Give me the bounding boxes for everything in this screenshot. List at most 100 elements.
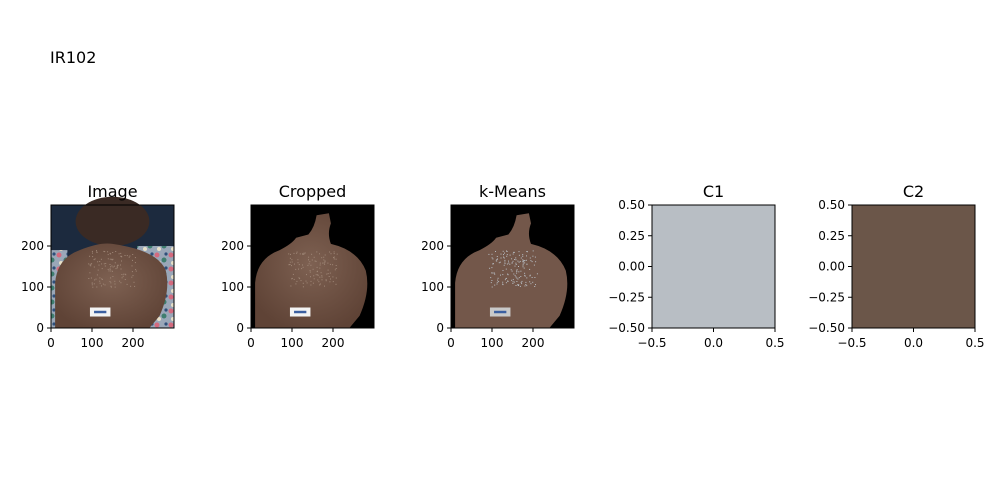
texture-speck [496, 259, 498, 260]
texture-speck [498, 262, 500, 264]
texture-speck [297, 259, 299, 261]
texture-speck [302, 286, 304, 288]
texture-speck [302, 266, 304, 268]
texture-speck [511, 270, 513, 272]
texture-speck [526, 251, 528, 253]
texture-speck [326, 273, 328, 275]
texture-speck [515, 262, 517, 264]
texture-speck [530, 260, 532, 262]
y-tick-label: 0 [236, 321, 244, 335]
texture-speck [516, 281, 518, 282]
texture-speck [89, 255, 91, 257]
texture-speck [290, 285, 292, 287]
texture-speck [502, 283, 504, 285]
texture-speck [103, 263, 105, 265]
texture-speck [516, 269, 518, 271]
texture-speck [324, 285, 325, 287]
texture-speck [513, 251, 515, 253]
y-tick-label: −0.50 [608, 321, 645, 335]
texture-speck [518, 266, 519, 267]
texture-speck [503, 254, 504, 256]
texture-speck [515, 264, 517, 265]
texture-speck [120, 282, 122, 284]
texture-speck [314, 260, 316, 262]
x-tick-label: 200 [522, 336, 545, 350]
texture-speck [330, 278, 331, 280]
y-tick-label: 200 [421, 239, 444, 253]
texture-speck [112, 266, 114, 268]
texture-speck [300, 280, 302, 282]
texture-speck [319, 264, 321, 266]
texture-speck [320, 272, 322, 274]
texture-speck [493, 272, 495, 274]
texture-speck [134, 285, 136, 287]
texture-speck [503, 264, 505, 266]
texture-speck [495, 251, 496, 252]
texture-speck [497, 279, 499, 281]
texture-speck [296, 252, 298, 254]
texture-speck [324, 261, 326, 263]
texture-speck [292, 273, 294, 275]
texture-speck [329, 263, 331, 265]
texture-speck [110, 277, 112, 279]
texture-speck [123, 273, 125, 275]
texture-speck [519, 285, 521, 287]
texture-speck [521, 280, 523, 282]
texture-speck [124, 255, 126, 256]
texture-speck [89, 264, 91, 266]
texture-speck [513, 251, 515, 253]
texture-speck [295, 268, 297, 270]
texture-speck [290, 253, 291, 255]
texture-speck [532, 281, 534, 283]
texture-speck [97, 269, 99, 271]
neck-area [75, 196, 150, 246]
texture-speck [296, 251, 298, 253]
texture-speck [96, 286, 98, 288]
texture-speck [506, 251, 508, 252]
texture-speck [499, 261, 501, 263]
texture-speck [90, 265, 92, 267]
texture-speck [124, 279, 126, 280]
y-tick-label: 0.00 [818, 260, 845, 274]
texture-speck [96, 251, 98, 253]
texture-speck [107, 251, 109, 253]
panel-title: Image [87, 182, 137, 201]
texture-speck [524, 262, 526, 264]
x-tick-label: 100 [481, 336, 504, 350]
texture-speck [522, 261, 524, 263]
texture-speck [92, 256, 94, 258]
texture-speck [491, 267, 493, 269]
texture-speck [129, 255, 131, 257]
texture-speck [505, 268, 507, 270]
texture-speck [309, 270, 311, 272]
texture-speck [109, 252, 111, 254]
texture-speck [93, 266, 95, 268]
texture-speck [96, 250, 97, 252]
texture-speck [506, 254, 508, 256]
texture-speck [110, 282, 112, 284]
texture-speck [291, 265, 292, 267]
texture-speck [302, 253, 303, 255]
texture-speck [522, 255, 524, 257]
texture-speck [492, 272, 494, 274]
texture-speck [520, 281, 522, 283]
texture-speck [323, 256, 325, 258]
texture-speck [325, 279, 327, 281]
texture-speck [134, 257, 136, 259]
texture-speck [112, 276, 114, 277]
texture-speck [321, 276, 323, 278]
texture-speck [321, 257, 323, 259]
y-tick-label: 200 [21, 239, 44, 253]
x-tick-label: 0.5 [765, 336, 784, 350]
texture-speck [335, 277, 337, 279]
x-tick-label: 0.5 [965, 336, 984, 350]
texture-speck [517, 284, 519, 286]
texture-speck [107, 254, 109, 256]
texture-speck [491, 286, 493, 288]
x-tick-label: 100 [281, 336, 304, 350]
texture-speck [132, 275, 134, 277]
texture-speck [88, 278, 90, 279]
axes-frame [50, 204, 175, 329]
texture-speck [131, 271, 133, 273]
texture-speck [517, 260, 519, 262]
